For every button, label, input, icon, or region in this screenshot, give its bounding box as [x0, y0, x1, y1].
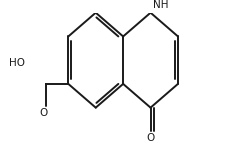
Text: HO: HO	[9, 58, 25, 68]
Text: O: O	[39, 108, 47, 118]
Text: O: O	[146, 133, 155, 143]
Text: NH: NH	[153, 0, 169, 10]
